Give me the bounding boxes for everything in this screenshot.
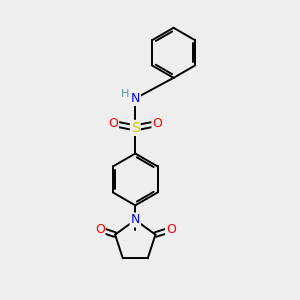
Text: O: O bbox=[95, 223, 105, 236]
Text: O: O bbox=[152, 117, 162, 130]
Text: O: O bbox=[108, 117, 118, 130]
Text: N: N bbox=[130, 214, 140, 226]
Text: S: S bbox=[131, 121, 140, 135]
Text: O: O bbox=[166, 223, 176, 236]
Text: N: N bbox=[130, 92, 140, 105]
Text: H: H bbox=[121, 89, 129, 99]
